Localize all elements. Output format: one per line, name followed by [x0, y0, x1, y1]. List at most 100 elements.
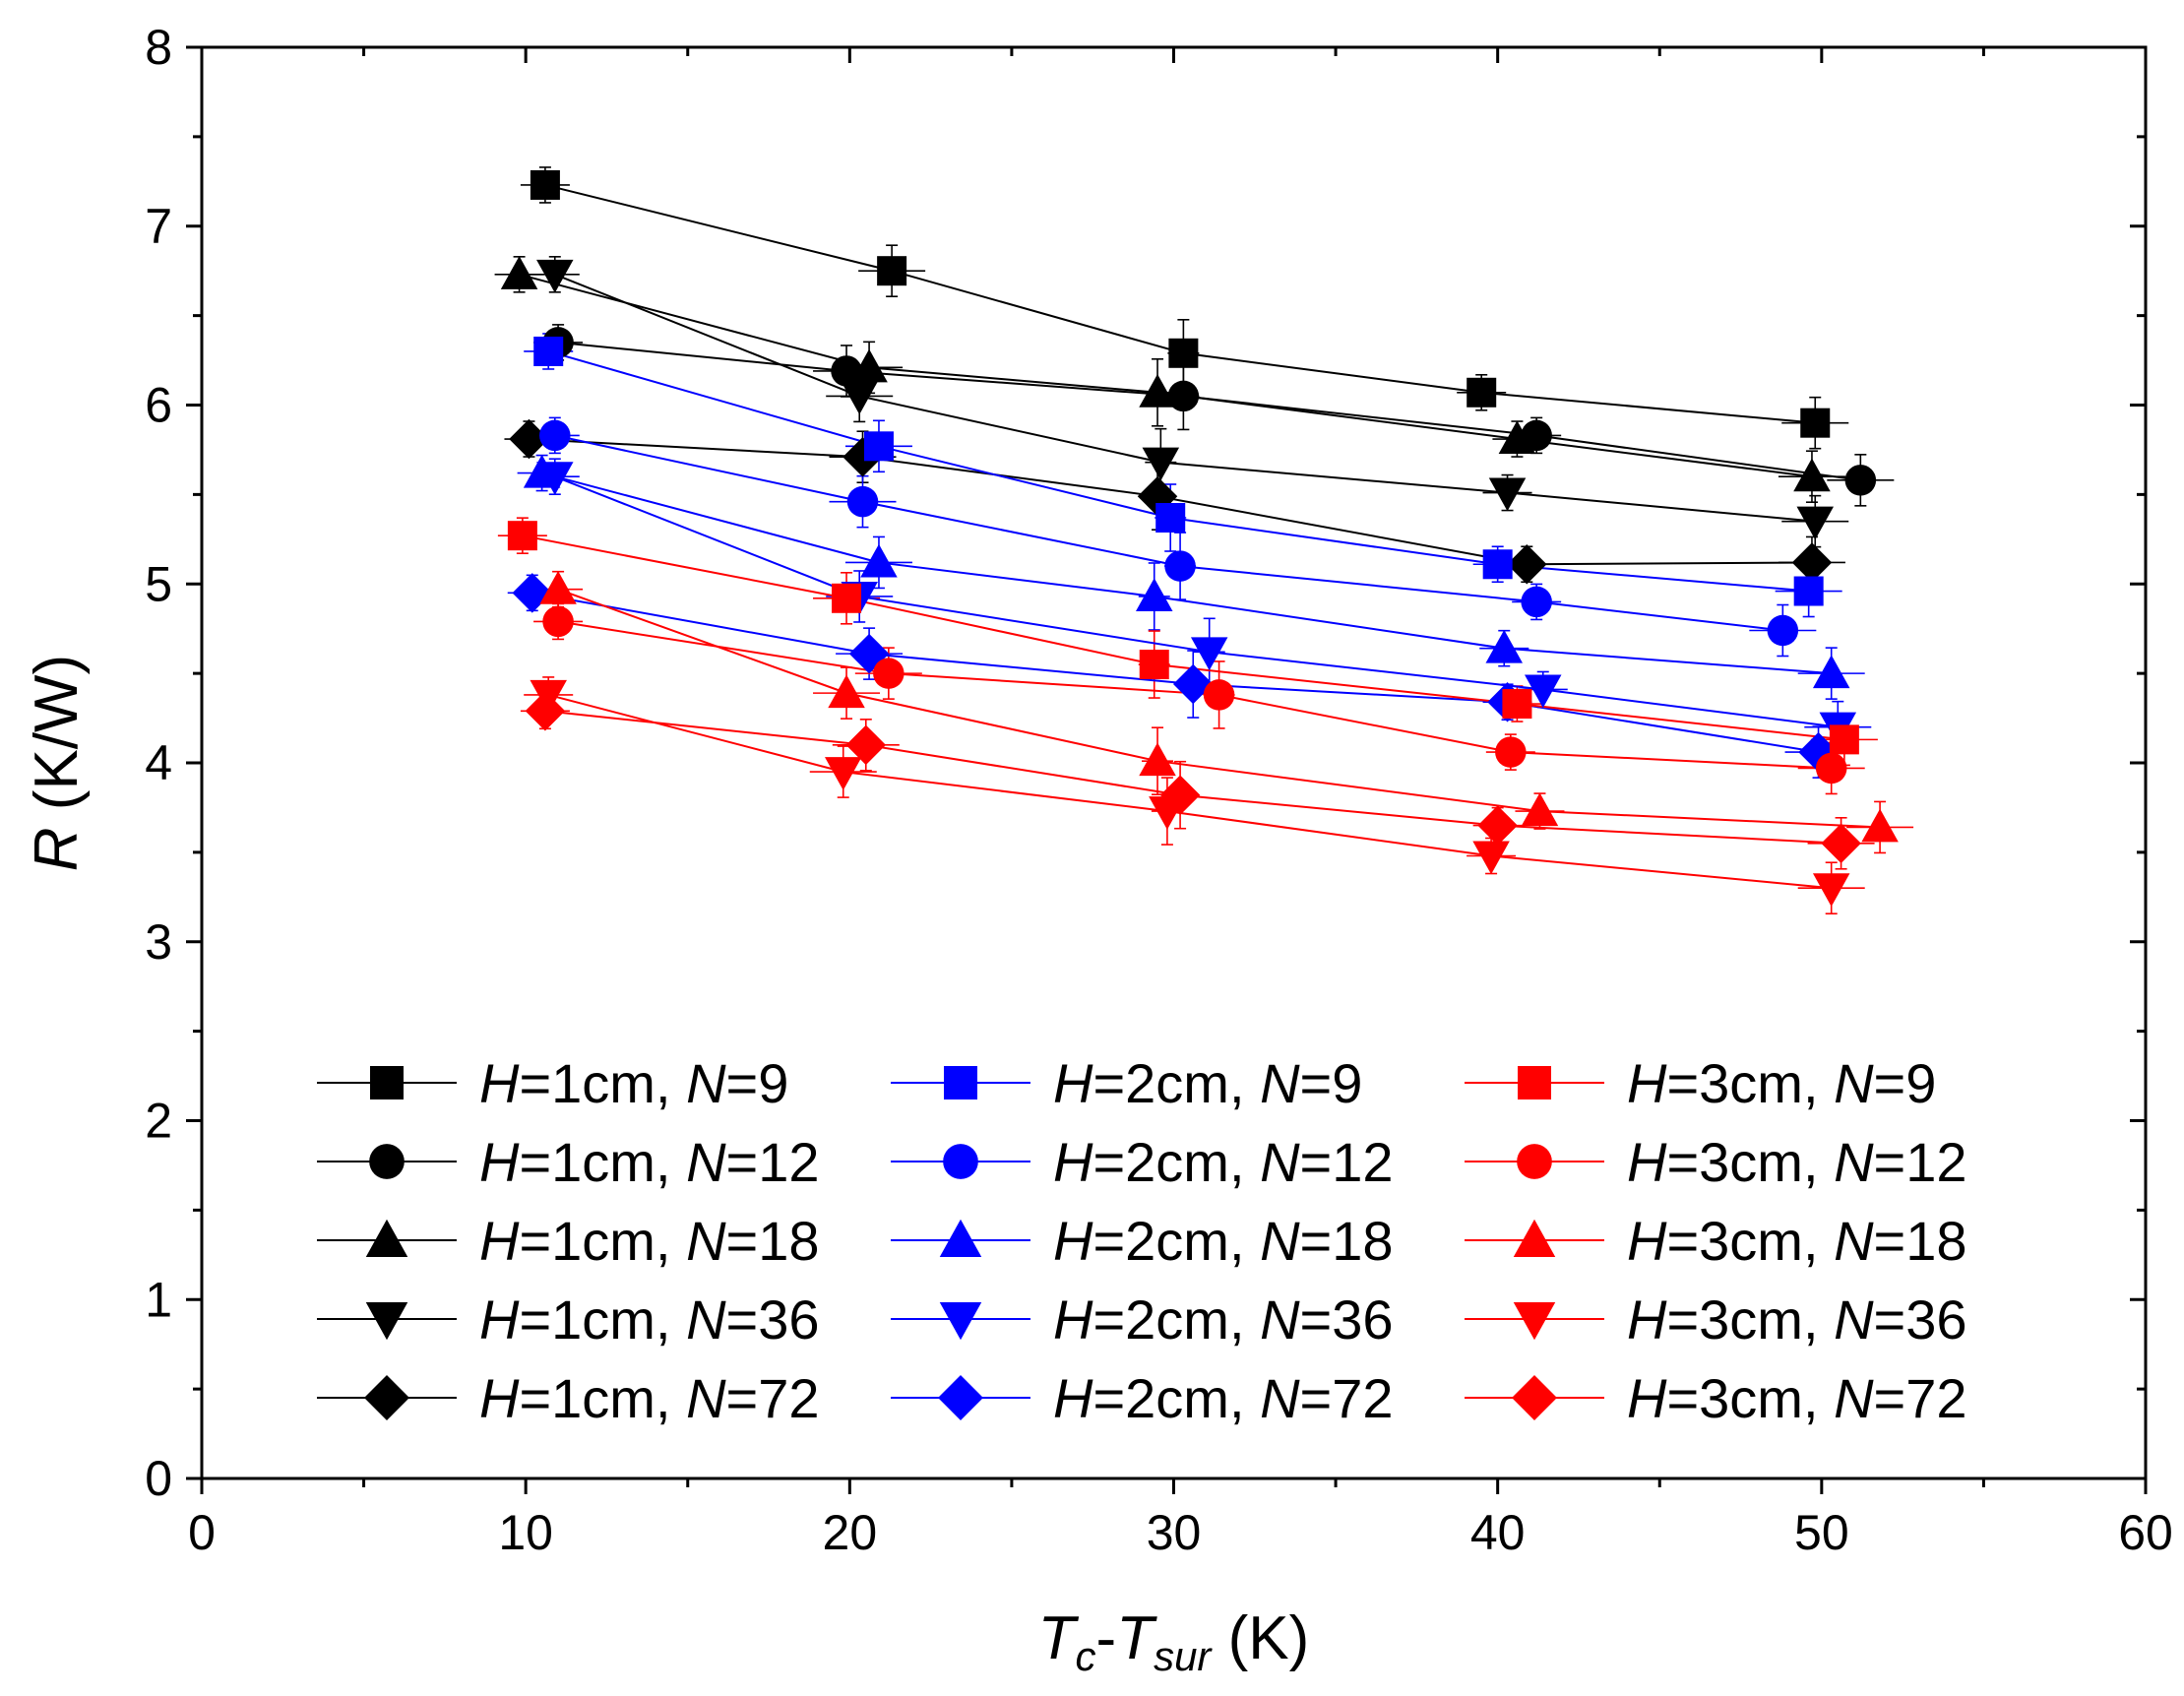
legend-label-part: =1cm,	[519, 1210, 686, 1272]
marker-diamond	[1173, 663, 1214, 705]
legend-label-part: =36	[1874, 1288, 1967, 1351]
legend-label-part: H	[479, 1131, 520, 1193]
legend-label-part: =12	[726, 1131, 820, 1193]
tick-labels: 0 10 20 30 40 50 60 0 1 2 3 4 5 6 7 8	[145, 20, 2173, 1560]
legend-label-part: =2cm,	[1092, 1131, 1260, 1193]
legend-label: H=3cm, N=72	[1627, 1367, 1967, 1429]
marker-circle	[943, 1144, 978, 1179]
legend-label-part: =2cm,	[1092, 1210, 1260, 1272]
legend-item: H=1cm, N=36	[317, 1288, 820, 1351]
legend-item: H=3cm, N=72	[1465, 1367, 1967, 1429]
legend-item: H=2cm, N=72	[891, 1367, 1394, 1429]
marker-square	[832, 583, 862, 613]
marker-triangle-up	[828, 674, 865, 709]
y-tick-label: 6	[145, 378, 172, 433]
marker-triangle-up	[850, 348, 888, 383]
marker-diamond	[364, 1375, 409, 1420]
marker-square	[370, 1066, 404, 1099]
legend-label-part: N	[1834, 1210, 1874, 1272]
legend-label-part: =36	[726, 1288, 820, 1351]
legend-label-part: =12	[1874, 1131, 1967, 1193]
marker-square	[1155, 503, 1186, 534]
marker-circle	[1517, 1144, 1552, 1179]
marker-diamond	[525, 691, 566, 731]
marker-square	[533, 336, 564, 366]
legend-label-part: N	[1834, 1131, 1874, 1193]
marker-square	[1793, 576, 1824, 606]
legend-item: H=3cm, N=18	[1465, 1210, 1967, 1272]
legend-label-part: =9	[1300, 1052, 1363, 1114]
x-tick-label: 50	[1794, 1505, 1849, 1560]
legend-label-part: =2cm,	[1092, 1367, 1260, 1429]
legend-label-part: N	[1260, 1210, 1300, 1272]
marker-triangle-down	[1488, 477, 1527, 512]
marker-diamond	[845, 724, 887, 766]
legend-label: H=2cm, N=18	[1053, 1210, 1394, 1272]
marker-square	[863, 431, 894, 462]
legend-item: H=1cm, N=9	[317, 1052, 788, 1114]
marker-circle	[1167, 380, 1200, 412]
x-tick-label: 10	[498, 1505, 553, 1560]
marker-triangle-down	[841, 381, 878, 415]
legend-label-part: H	[479, 1367, 520, 1429]
legend-label-part: N	[1834, 1288, 1874, 1351]
marker-diamond	[1477, 805, 1518, 846]
legend-label-part: N	[1260, 1367, 1300, 1429]
legend-label-part: N	[1834, 1052, 1874, 1114]
legend-label-part: H	[1053, 1210, 1093, 1272]
x-axis-title-sub2: sur	[1154, 1633, 1213, 1679]
legend-label: H=1cm, N=72	[479, 1367, 820, 1429]
marker-diamond	[1159, 775, 1201, 815]
marker-square	[530, 169, 560, 200]
y-tick-label: 1	[145, 1272, 172, 1327]
marker-circle	[1164, 550, 1196, 582]
legend-label-part: N	[686, 1288, 726, 1351]
marker-circle	[542, 605, 574, 638]
marker-triangle-up	[939, 1219, 982, 1257]
legend-label: H=1cm, N=9	[479, 1052, 788, 1114]
legend-label-part: N	[1834, 1367, 1874, 1429]
x-tick-label: 0	[188, 1505, 216, 1560]
marker-diamond	[509, 418, 549, 460]
legend-item: H=2cm, N=9	[891, 1052, 1362, 1114]
legend-label-part: =36	[1300, 1288, 1394, 1351]
marker-circle	[369, 1144, 405, 1179]
y-tick-label: 5	[145, 556, 172, 611]
marker-triangle-up	[1812, 655, 1850, 689]
legend-item: H=1cm, N=12	[317, 1131, 820, 1193]
y-tick-label: 8	[145, 20, 172, 75]
legend-label: H=2cm, N=36	[1053, 1288, 1394, 1351]
marker-triangle-down	[1513, 1302, 1556, 1341]
legend-label-part: N	[1260, 1288, 1300, 1351]
legend-label-part: N	[686, 1052, 726, 1114]
legend-label-part: =3cm,	[1666, 1052, 1834, 1114]
plot-frame	[200, 45, 2148, 1480]
legend-label: H=3cm, N=9	[1627, 1052, 1936, 1114]
marker-triangle-up	[539, 570, 577, 604]
series-line	[531, 592, 1819, 754]
legend-label: H=1cm, N=36	[479, 1288, 820, 1351]
y-tick-label: 4	[145, 735, 172, 790]
marker-circle	[1203, 679, 1235, 711]
marker-triangle-down	[1472, 841, 1510, 875]
legend-label: H=3cm, N=18	[1627, 1210, 1967, 1272]
legend-label-part: =2cm,	[1092, 1052, 1260, 1114]
x-axis-title-dash: -	[1096, 1604, 1117, 1672]
data-points	[500, 169, 1899, 907]
legend-label-part: =1cm,	[519, 1367, 686, 1429]
marker-triangle-up	[365, 1219, 408, 1257]
marker-triangle-down	[536, 462, 574, 495]
legend-label-part: H	[1627, 1210, 1667, 1272]
marker-triangle-up	[1485, 629, 1523, 663]
legend-label-part: =1cm,	[519, 1131, 686, 1193]
marker-triangle-up	[1861, 808, 1899, 843]
series-lines	[519, 183, 1881, 890]
legend-label-part: =72	[726, 1367, 820, 1429]
marker-triangle-down	[825, 757, 862, 790]
legend-item: H=1cm, N=72	[317, 1367, 820, 1429]
marker-triangle-down	[1796, 506, 1834, 540]
marker-circle	[1521, 586, 1552, 618]
marker-square	[1502, 689, 1532, 720]
legend-label: H=2cm, N=12	[1053, 1131, 1394, 1193]
